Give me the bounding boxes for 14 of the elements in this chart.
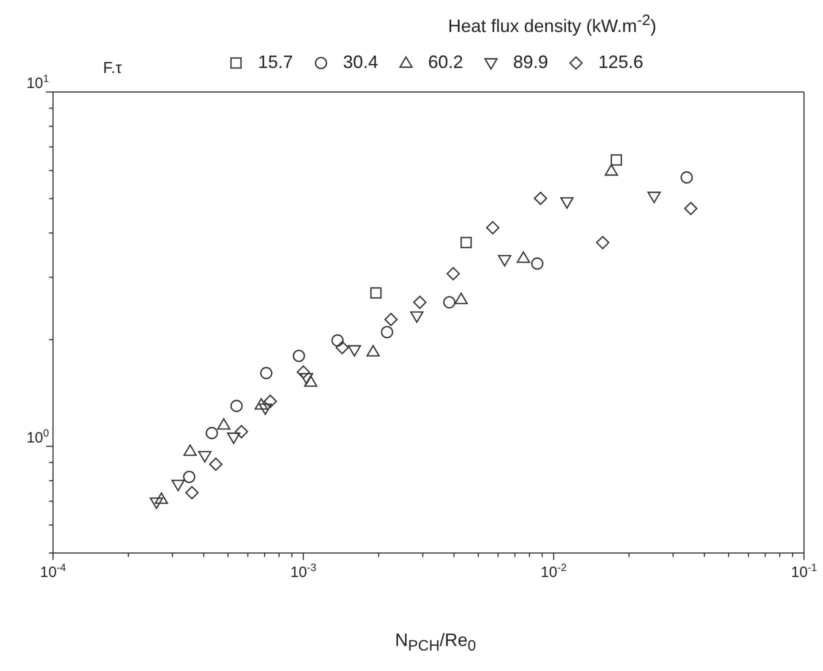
legend-title: Heat flux density (kW.m$^{-2}$) (448, 12, 656, 37)
x-axis-title: N$_{PCH}$/Re$_{0}$ (394, 630, 478, 655)
y-axis-title: F.τ (103, 60, 122, 78)
legend-label: 30.4 (343, 52, 378, 73)
legend-label: 89.9 (513, 52, 548, 73)
legend-label: 15.7 (258, 52, 294, 73)
x-tick-label: 10$^{-1}$ (790, 562, 818, 581)
y-tick-label: 10$^{0}$ (26, 427, 50, 446)
x-tick-label: 10$^{-2}$ (540, 562, 567, 581)
legend-label: 60.2 (428, 52, 464, 73)
y-tick-label: 10$^{1}$ (26, 73, 50, 92)
x-tick-label: 10$^{-4}$ (40, 562, 66, 581)
legend-label: 125.6 (598, 52, 644, 73)
x-tick-label: 10$^{-3}$ (290, 562, 316, 581)
